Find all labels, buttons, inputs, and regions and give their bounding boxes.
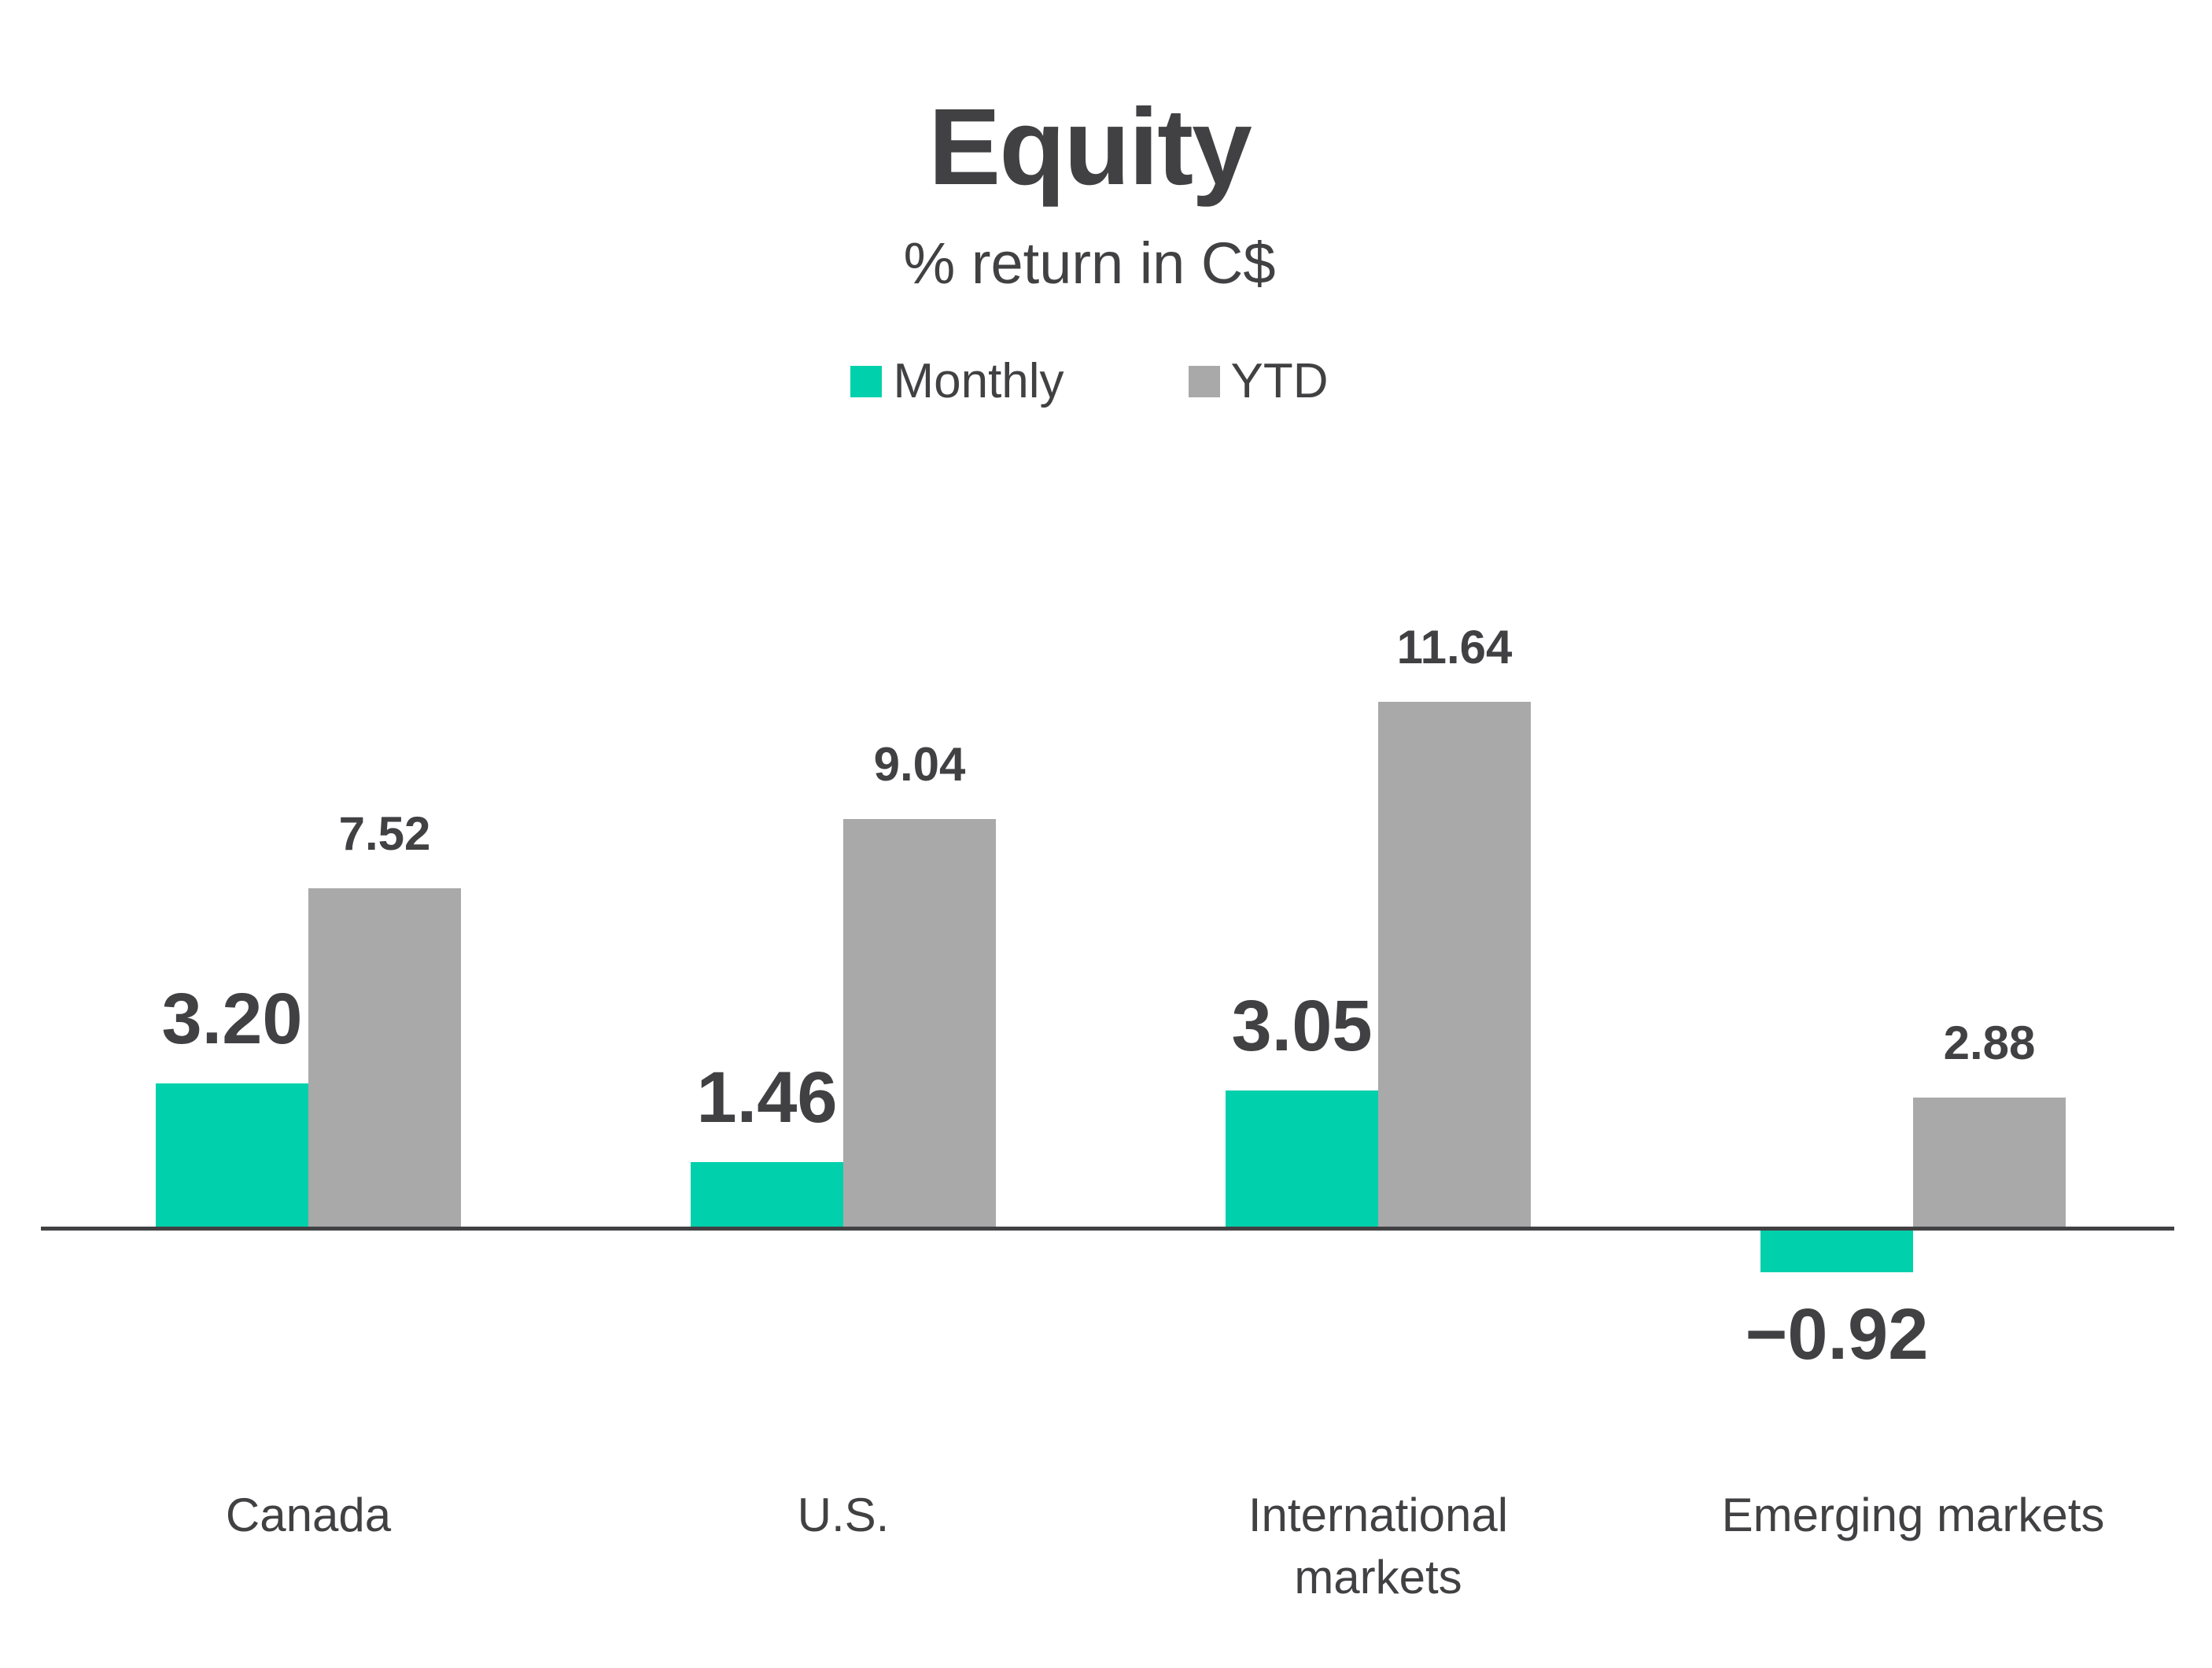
legend-item-monthly: Monthly [850, 357, 1064, 406]
chart-title: Equity [928, 87, 1252, 208]
category-label-international-markets: International markets [1248, 1489, 1509, 1604]
legend: Monthly YTD [0, 356, 2179, 408]
value-label-monthly-canada: 3.20 [161, 979, 303, 1059]
bar-monthly-u-s- [691, 1162, 843, 1228]
category-label-u-s-: U.S. [797, 1489, 890, 1541]
legend-item-ytd: YTD [1188, 354, 1329, 408]
chart-subtitle: % return in C$ [903, 231, 1276, 296]
bar-monthly-international-markets [1226, 1090, 1378, 1228]
legend-label-ytd: YTD [1230, 354, 1329, 408]
bar-monthly-canada [156, 1083, 308, 1228]
category-label-emerging-markets: Emerging markets [1721, 1489, 2105, 1541]
value-label-ytd-canada: 7.52 [338, 807, 431, 860]
value-label-monthly-u-s-: 1.46 [696, 1057, 838, 1138]
bar-ytd-international-markets [1378, 702, 1531, 1228]
value-label-ytd-emerging-markets: 2.88 [1943, 1017, 2036, 1069]
bar-ytd-canada [308, 888, 461, 1228]
value-label-monthly-emerging-markets: −0.92 [1745, 1294, 1929, 1375]
monthly-swatch-icon [850, 366, 883, 397]
category-label-canada: Canada [225, 1489, 392, 1541]
ytd-swatch-icon [1188, 366, 1220, 397]
bar-monthly-emerging-markets [1760, 1231, 1913, 1272]
value-label-ytd-u-s-: 9.04 [873, 738, 966, 791]
value-label-ytd-international-markets: 11.64 [1396, 621, 1513, 673]
value-label-monthly-international-markets: 3.05 [1231, 986, 1373, 1066]
x-axis-line [41, 1227, 2174, 1231]
legend-label-monthly: Monthly [893, 354, 1064, 408]
bar-ytd-u-s- [843, 819, 996, 1228]
bar-ytd-emerging-markets [1913, 1098, 2066, 1228]
